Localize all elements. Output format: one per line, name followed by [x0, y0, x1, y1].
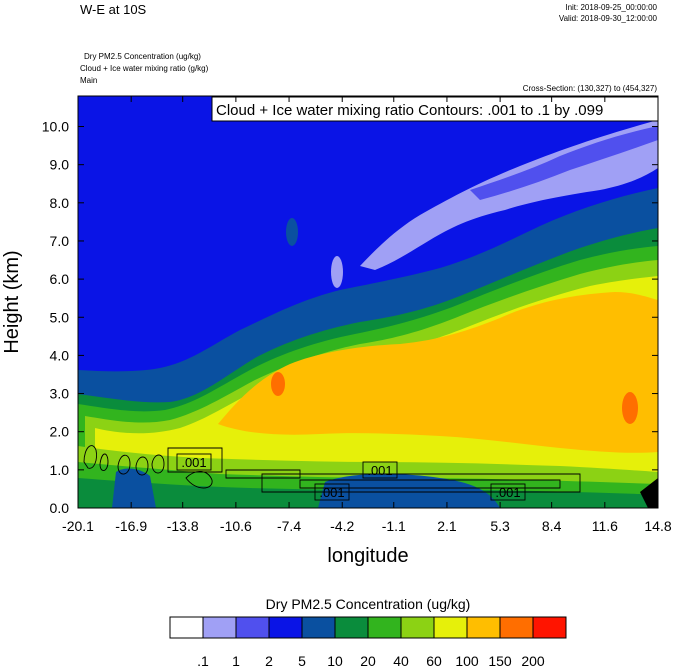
x-axis-label: longitude: [327, 545, 408, 567]
x-tick-label: -4.2: [330, 518, 354, 534]
pm25-low-blue-west: [112, 468, 156, 508]
colorbar-swatch: [532, 616, 567, 639]
y-axis-label: Height (km): [1, 250, 23, 353]
cloud-contour-2: [99, 453, 109, 471]
x-tick-label: 11.6: [592, 518, 618, 534]
cloud-contour-4: [135, 456, 149, 476]
terrain-corner: [640, 478, 658, 508]
colorbar-swatch: [334, 616, 369, 639]
cloud-contour-6: [167, 447, 223, 473]
cloud-contour-9: [261, 473, 581, 493]
contour-label: .001: [367, 463, 392, 478]
colorbar-level-label: 1: [232, 653, 240, 667]
y-tick-label: 10.0: [42, 119, 69, 135]
valid-time: Valid: 2018-09-30_12:00:00: [559, 14, 658, 23]
y-tick-label: 0.0: [50, 500, 70, 516]
cloud-contour-3: [117, 454, 131, 475]
contour-label-box: [362, 461, 398, 479]
colorbar-swatch: [433, 616, 468, 639]
colorbar-swatch: [301, 616, 336, 639]
contour-label: .001: [181, 455, 206, 470]
y-tick-label: 7.0: [50, 233, 70, 249]
pm25-blob-1: [286, 218, 298, 246]
y-tick-label: 2.0: [50, 424, 70, 440]
contour-label-box: [314, 483, 350, 501]
colorbar-level-label: 100: [455, 653, 479, 667]
colorbar-swatch: [499, 616, 534, 639]
contour-label-box: [490, 483, 526, 501]
colorbar-level-label: 10: [327, 653, 343, 667]
y-tick-label: 6.0: [50, 271, 70, 287]
x-tick-label: -20.1: [62, 518, 94, 534]
field-label-main: Main: [80, 76, 97, 85]
pm25-band-200-east: [622, 392, 638, 424]
init-time: Init: 2018-09-25_00:00:00: [565, 3, 657, 12]
x-tick-label: 2.1: [437, 518, 457, 534]
colorbar-level-label: .1: [197, 653, 209, 667]
contour-label-group: .001 .001 .001 .001: [176, 453, 526, 501]
cloud-contour-10: [299, 479, 561, 489]
colorbar-level-label: 20: [360, 653, 376, 667]
cross-section-label: Cross-Section: (130,327) to (454,327): [523, 84, 658, 93]
y-tick-label: 4.0: [50, 347, 70, 363]
cloud-contours: [83, 445, 581, 493]
field-label-cloud: Cloud + Ice water mixing ratio (g/kg): [80, 64, 209, 73]
colorbar-level-label: 40: [393, 653, 409, 667]
plot-frame: [77, 95, 659, 509]
colorbar-level-label: 5: [298, 653, 306, 667]
colorbar: .1 1 2 5 10 20 40 60 100 150 200: [169, 616, 567, 667]
colorbar-swatch: [169, 616, 204, 639]
colorbar-swatch: [202, 616, 237, 639]
y-tick-label: 1.0: [50, 462, 70, 478]
cloud-contour-1: [83, 445, 97, 469]
colorbar-title: Dry PM2.5 Concentration (ug/kg): [266, 596, 471, 612]
pm25-band-150: [218, 292, 658, 453]
colorbar-level-label: 2: [265, 653, 273, 667]
cloud-contour-5: [151, 454, 165, 474]
x-tick-label: 5.3: [490, 518, 510, 534]
colorbar-level-label: 200: [521, 653, 545, 667]
y-tick-label: 3.0: [50, 386, 70, 402]
pm25-band-200-west: [271, 372, 285, 396]
colorbar-swatch: [235, 616, 270, 639]
x-tick-label: -7.4: [277, 518, 301, 534]
y-tick-label: 9.0: [50, 157, 70, 173]
cloud-contour-8: [225, 469, 301, 479]
colorbar-level-label: 60: [426, 653, 442, 667]
colorbar-swatch: [466, 616, 501, 639]
x-axis: -20.1 -16.9 -13.8 -10.6 -7.4 -4.2 -1.1 2.1 5.3 8.…: [62, 96, 672, 534]
x-tick-label: 14.8: [644, 518, 671, 534]
pm25-band-2: [470, 126, 658, 200]
contour-label: .001: [319, 485, 344, 500]
colorbar-level-label: 150: [488, 653, 512, 667]
x-tick-label: -13.8: [167, 518, 199, 534]
x-tick-label: -10.6: [220, 518, 252, 534]
chart-title: W-E at 10S: [80, 2, 147, 17]
pm25-low-blue-center: [318, 473, 500, 508]
x-tick-label: -16.9: [115, 518, 147, 534]
y-tick-label: 5.0: [50, 309, 70, 325]
pm25-field: [78, 96, 658, 508]
colorbar-swatch: [400, 616, 435, 639]
contour-label-box: [176, 453, 212, 471]
contour-label: .001: [495, 485, 520, 500]
pm25-blob-2: [331, 256, 343, 288]
field-label-pm25: Dry PM2.5 Concentration (ug/kg): [84, 52, 201, 61]
y-axis: 0.0 1.0 2.0 3.0 4.0 5.0 6.0 7.0 8.0 9.0 10.0: [42, 119, 658, 516]
cloud-contour-7: [185, 471, 213, 489]
colorbar-swatch: [367, 616, 402, 639]
x-tick-label: 8.4: [542, 518, 562, 534]
contour-info-box: [211, 96, 659, 122]
contour-info-text: Cloud + Ice water mixing ratio Contours:…: [216, 102, 603, 119]
colorbar-swatch: [268, 616, 303, 639]
x-tick-label: -1.1: [382, 518, 406, 534]
y-tick-label: 8.0: [50, 195, 70, 211]
